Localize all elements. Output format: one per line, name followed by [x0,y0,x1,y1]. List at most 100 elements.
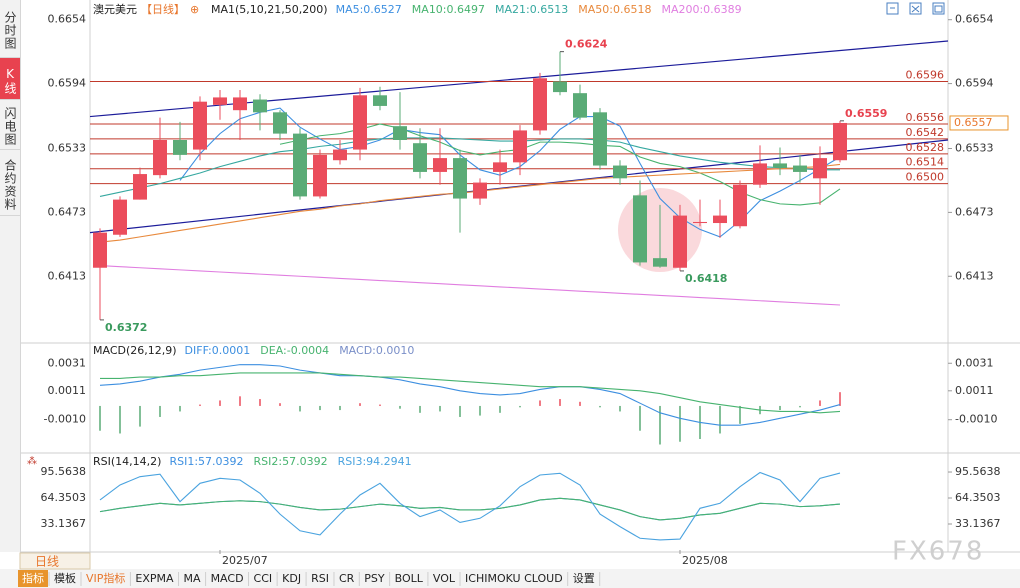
y-tick-label: 0.6533 [955,142,994,155]
macd-bar [659,405,661,445]
candle-body [253,99,267,113]
legend-text: RSI2:57.0392 [254,455,328,468]
y-tick-label: 33.1367 [955,517,1001,530]
macd-bar [279,403,281,406]
add-icon: ⊕ [190,3,199,16]
legend-text: DEA:-0.0004 [260,344,329,357]
trendline [89,139,949,234]
legend-text: MACD(26,12,9) [93,344,177,357]
macd-bar [199,404,201,406]
toolbar-item[interactable]: MA [184,572,201,585]
y-tick-label: 0.6413 [955,269,994,282]
toolbar-item[interactable]: PSY [364,572,385,585]
macd-bar [679,405,681,442]
sidebar-tab[interactable]: 闪电图 [0,100,20,150]
macd-line [100,372,841,414]
candle-body [433,158,447,172]
macd-bar [459,405,461,417]
toolbar-item[interactable]: 模板 [54,571,76,585]
toolbar-bg [0,569,1020,588]
y-tick-label: 0.0031 [48,356,87,369]
candle-body [473,182,487,199]
macd-bar [99,405,101,431]
toolbar-item[interactable]: KDJ [282,572,301,585]
candle-body [793,165,807,172]
y-tick-label: 0.6413 [48,269,87,282]
sidebar-tab[interactable]: 合约资料 [0,150,20,216]
sidebar-tab[interactable]: K线图 [0,58,20,100]
toolbar-item[interactable]: MACD [211,572,244,585]
macd-bar [559,399,561,406]
toolbar-item[interactable]: CCI [254,572,273,585]
macd-bar [139,405,141,427]
panel-icon[interactable]: ⁂ [27,455,37,467]
candle-body [733,184,747,227]
candle-body [833,122,847,161]
candle-body [753,163,767,185]
macd-bar [839,392,841,406]
legend-text: MA21:0.6513 [495,3,568,16]
ma-line [99,163,841,243]
sidebar: 分时图K线图闪电图合约资料 [0,0,21,552]
legend-text: 澳元美元 [93,3,137,16]
candle-body [693,221,707,224]
macd-bar [519,405,521,408]
icon[interactable] [886,2,899,15]
toolbar-item[interactable]: CR [339,572,355,585]
candle-body [153,140,167,176]
legend-text: MA50:0.6518 [578,3,651,16]
ma-line [99,265,841,306]
legend-text: MA1(5,10,21,50,200) [211,3,328,16]
candle-body [513,130,527,163]
macd-bar [719,405,721,434]
candle-body [353,95,367,150]
toolbar-item[interactable]: RSI [311,572,329,585]
candle-body [393,126,407,140]
candle-body [133,174,147,200]
toolbar-item[interactable]: EXPMA [135,572,174,585]
y-tick-label: 0.6594 [48,77,87,90]
macd-bar [779,405,781,411]
current-price: 0.6557 [954,116,993,129]
toolbar-item[interactable]: VIP指标 [86,571,125,585]
icon[interactable] [932,2,945,15]
y-tick-label: 0.6533 [48,142,87,155]
period-tab[interactable]: 日线 [35,555,59,569]
toolbar-item[interactable]: BOLL [395,572,424,585]
y-tick-label: 33.1367 [41,517,87,530]
icon[interactable] [909,2,922,15]
watermark: FX678 [892,537,984,567]
toolbar-item[interactable]: 指标 [22,571,44,585]
candle-body [813,158,827,179]
toolbar-item[interactable]: 设置 [573,572,595,585]
level-label: 0.6500 [906,171,945,184]
candle-body [213,97,227,105]
candle-body [533,78,547,131]
y-tick-label: 0.0031 [955,356,994,369]
macd-bar [499,405,501,413]
candle-body [233,97,247,111]
macd-bar [119,405,121,434]
macd-bar [479,405,481,416]
macd-bar [339,405,341,411]
toolbar-item[interactable]: ICHIMOKU CLOUD [465,572,563,585]
legend-text: RSI3:94.2941 [338,455,412,468]
level-label: 0.6556 [906,111,945,124]
rsi-line [99,471,841,541]
legend-text: MA10:0.6497 [412,3,485,16]
y-tick-label: 64.3503 [41,491,87,504]
candle-body [113,199,127,235]
sidebar-tab[interactable]: 分时图 [0,0,20,58]
extreme-label: 0.6418 [685,272,727,285]
background [20,0,1020,588]
legend-text: 【日线】 [141,2,185,16]
y-tick-label: 95.5638 [41,465,87,478]
candle-body [593,112,607,166]
window-icons [886,2,945,15]
candle-body [333,149,347,161]
macd-bar [539,400,541,406]
y-tick-label: 0.0011 [955,384,994,397]
macd-bar [319,405,321,411]
toolbar-item[interactable]: VOL [433,572,456,585]
